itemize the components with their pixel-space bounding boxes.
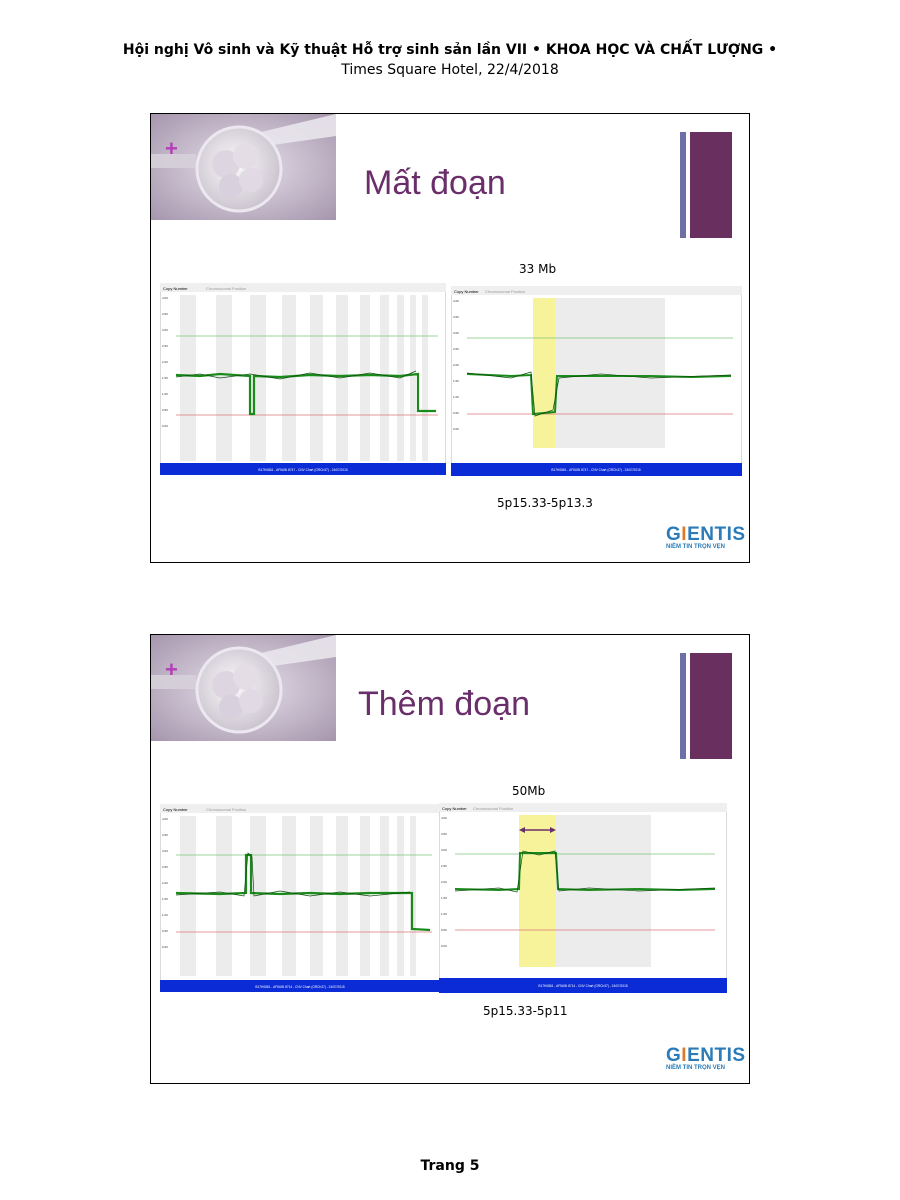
svg-text:2.50: 2.50 (162, 865, 168, 869)
page-number: Trang 5 (420, 1158, 480, 1174)
svg-text:2.00: 2.00 (162, 360, 168, 364)
plot-tab: Copy Number (454, 289, 479, 294)
svg-text:4.00: 4.00 (162, 296, 168, 300)
svg-text:3.50: 3.50 (162, 833, 168, 837)
svg-text:2.00: 2.00 (162, 881, 168, 885)
plot-tab: Copy Number (442, 806, 467, 811)
decor-bar-thick (690, 653, 732, 759)
region-label: 5p15.33-5p11 (483, 1004, 568, 1018)
svg-text:0.50: 0.50 (453, 411, 459, 415)
svg-text:2.50: 2.50 (162, 344, 168, 348)
svg-text:2.00: 2.00 (453, 363, 459, 367)
slide-title: Thêm đoạn (358, 685, 530, 723)
svg-text:4.00: 4.00 (162, 817, 168, 821)
svg-text:0.00: 0.00 (453, 427, 459, 431)
svg-text:1.50: 1.50 (453, 379, 459, 383)
plot-tab-2: Chromosomal Position (473, 806, 513, 811)
svg-text:0.50: 0.50 (162, 408, 168, 412)
svg-text:1.00: 1.00 (453, 395, 459, 399)
decor-bar-thin (680, 653, 686, 759)
svg-text:3.00: 3.00 (453, 331, 459, 335)
svg-text:0.50: 0.50 (162, 929, 168, 933)
slide-duplication: + Thêm đoạn 50Mb Copy Number Chromosomal… (150, 634, 750, 1084)
svg-text:1.50: 1.50 (441, 896, 447, 900)
plot-tab: Copy Number (163, 807, 188, 812)
plot-tab: Copy Number (163, 286, 188, 291)
cnv-plot-genome: Copy Number Chromosomal Position 4.00 3.5… (160, 283, 446, 475)
plot-footer: B17H0861 - AF5UBI 8747 - CNV Chart (GRCh… (258, 468, 348, 472)
plus-icon: + (165, 136, 178, 161)
svg-text:3.50: 3.50 (453, 315, 459, 319)
segment-size-label: 50Mb (512, 784, 546, 798)
decor-bar-thin (680, 132, 686, 238)
slide-deletion: + Mất đoạn 33 Mb Copy Number Chromosomal… (150, 113, 750, 563)
cnv-plot-genome: Copy Number Chromosomal Position 4.00 3.5… (160, 804, 440, 992)
svg-text:3.00: 3.00 (162, 849, 168, 853)
region-label: 5p15.33-5p13.3 (497, 496, 593, 510)
plot-footer: B17H0861 - AF5UBI 8714 - CNV Chart (GRCh… (538, 984, 628, 988)
segment-size-label: 33 Mb (519, 262, 557, 276)
svg-text:1.00: 1.00 (162, 392, 168, 396)
svg-text:3.50: 3.50 (162, 312, 168, 316)
header-venue: Times Square Hotel, 22/4/2018 (341, 62, 559, 78)
svg-text:4.00: 4.00 (453, 299, 459, 303)
plot-tab-2: Chromosomal Position (206, 807, 246, 812)
plot-tab-2: Chromosomal Position (485, 289, 525, 294)
cnv-plot-chr5: Copy Number Chromosomal Position 4.00 3.5… (439, 803, 727, 993)
svg-text:0.00: 0.00 (162, 424, 168, 428)
svg-text:0.50: 0.50 (441, 928, 447, 932)
gentis-logo: GIENTIS NIỀM TIN TRỌN VẸN (666, 1045, 746, 1071)
svg-text:2.50: 2.50 (441, 864, 447, 868)
svg-text:3.00: 3.00 (441, 848, 447, 852)
plot-tab-2: Chromosomal Position (206, 286, 246, 291)
header-title: Hội nghị Vô sinh và Kỹ thuật Hỗ trợ sinh… (122, 42, 778, 58)
svg-text:1.50: 1.50 (162, 376, 168, 380)
slide-title: Mất đoạn (364, 164, 506, 202)
plot-footer: B17H0861 - AF5UBI 8747 - CNV Chart (GRCh… (551, 468, 641, 472)
svg-text:1.00: 1.00 (441, 912, 447, 916)
embryo-photo: + (151, 114, 336, 220)
plot-footer: B17H0861 - AF5UBI 8714 - CNV Chart (GRCh… (255, 985, 345, 989)
svg-text:1.00: 1.00 (162, 913, 168, 917)
svg-text:1.50: 1.50 (162, 897, 168, 901)
gentis-logo: GIENTIS NIỀM TIN TRỌN VẸN (666, 524, 746, 550)
svg-text:2.00: 2.00 (441, 880, 447, 884)
plus-icon: + (165, 657, 178, 682)
svg-text:3.50: 3.50 (441, 832, 447, 836)
svg-text:2.50: 2.50 (453, 347, 459, 351)
decor-bar-thick (690, 132, 732, 238)
svg-text:4.00: 4.00 (441, 816, 447, 820)
svg-text:0.00: 0.00 (162, 945, 168, 949)
embryo-photo: + (151, 635, 336, 741)
svg-text:0.00: 0.00 (441, 944, 447, 948)
svg-text:3.00: 3.00 (162, 328, 168, 332)
cnv-plot-chr5: Copy Number Chromosomal Position 4.00 3.5… (451, 286, 742, 476)
